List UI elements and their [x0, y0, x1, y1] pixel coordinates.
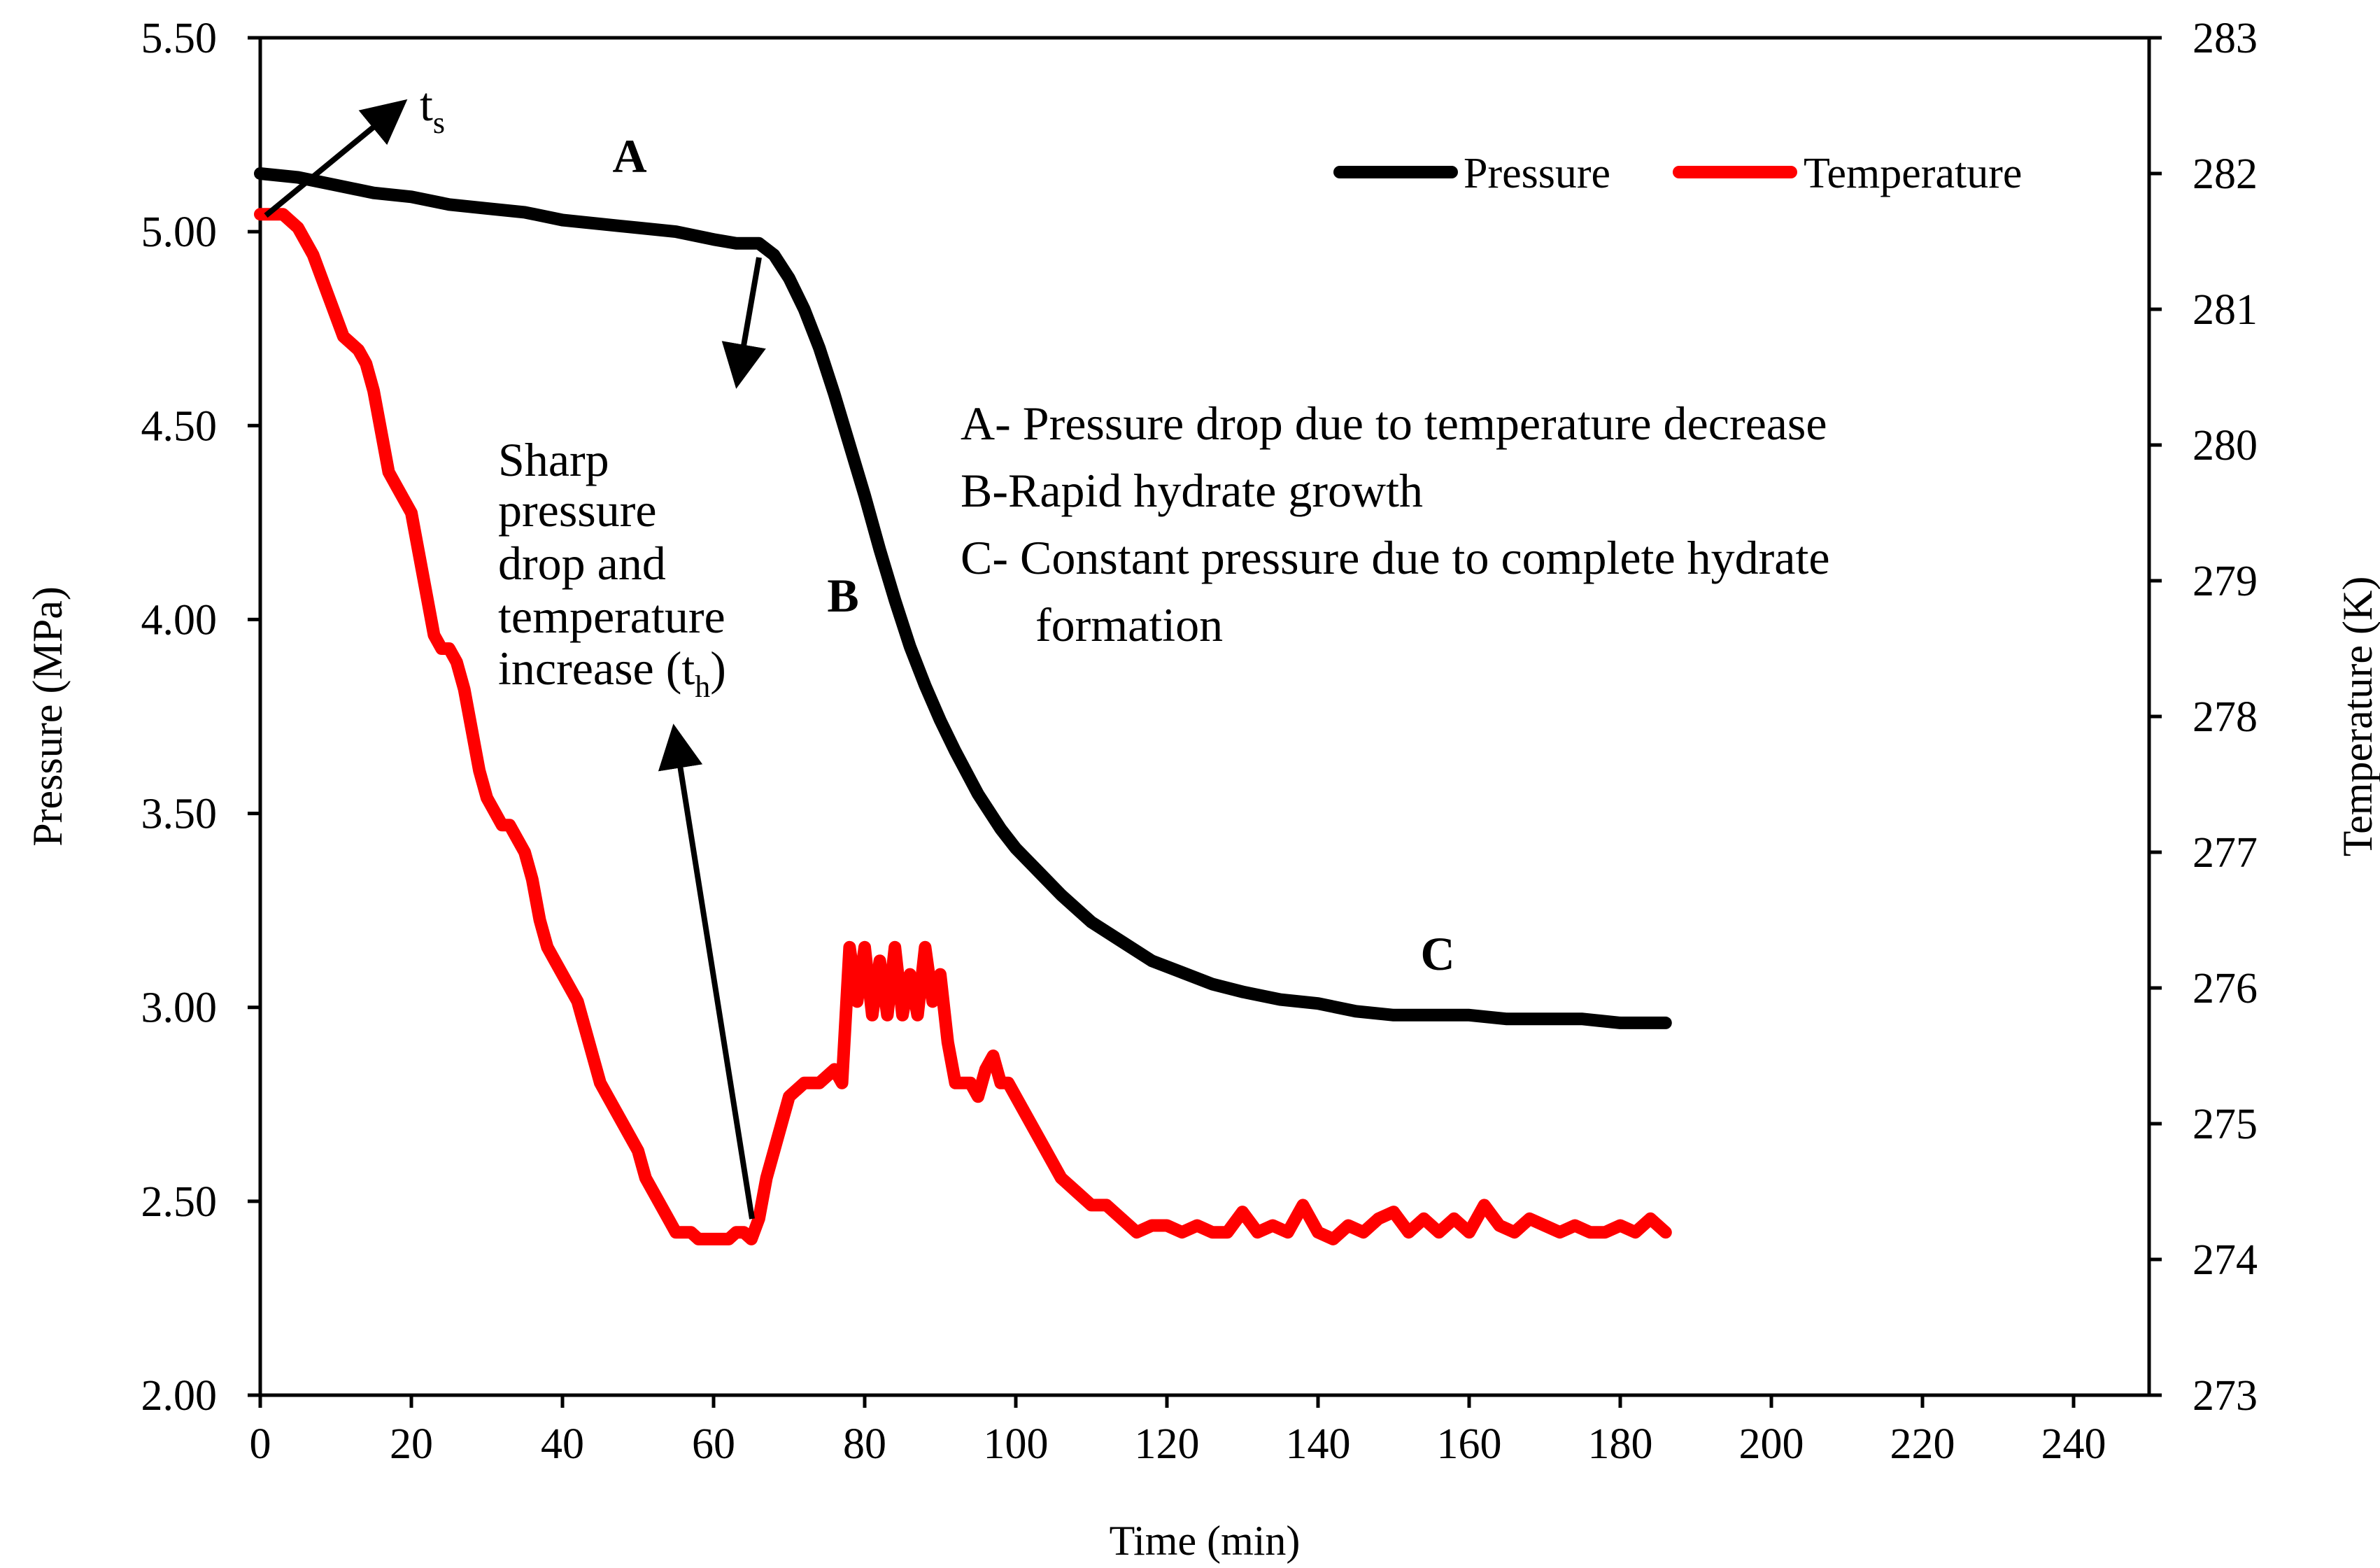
series-line-temperature	[254, 208, 1672, 1245]
y-tick-label-4.00: 4.00	[141, 596, 218, 644]
region-label-a: A	[612, 129, 646, 183]
y2-tick-label-283: 283	[2193, 15, 2258, 62]
annotation-th-line-5: increase (th)	[498, 642, 726, 704]
y2-tick-label-278: 278	[2193, 693, 2258, 741]
x-tick-label-120: 120	[1135, 1420, 1200, 1468]
plot-area-frame	[258, 36, 2151, 1397]
y2-tick-label-282: 282	[2193, 150, 2258, 198]
x-tick-label-40: 40	[541, 1420, 584, 1468]
annotation-ts: ts	[420, 78, 445, 140]
note-a: A- Pressure drop due to temperature decr…	[961, 397, 1827, 450]
legend-label-pressure: Pressure	[1464, 150, 1610, 197]
arrow-th	[658, 723, 755, 1220]
series-line-pressure	[254, 167, 1672, 1029]
x-tick-label-140: 140	[1286, 1420, 1351, 1468]
y-tick-label-2.50: 2.50	[141, 1178, 218, 1226]
y2-axis-ticks: 273 274 275 276 277 278 279 280 281 282 283	[2149, 15, 2258, 1420]
y2-axis-title: Temperature (K)	[2335, 577, 2380, 857]
x-axis-title: Time (min)	[1110, 1518, 1301, 1564]
y-axis-title: Pressure (MPa)	[24, 586, 71, 847]
y2-tick-label-275: 275	[2193, 1101, 2258, 1148]
y-tick-label-3.00: 3.00	[141, 984, 218, 1032]
y-axis-ticks: 2.00 2.50 3.00 3.50 4.00 4.50 5.00 5.50	[141, 15, 260, 1420]
annotation-th-line-3: drop and	[498, 537, 666, 590]
y2-tick-label-273: 273	[2193, 1372, 2258, 1420]
y2-tick-label-281: 281	[2193, 286, 2258, 334]
x-tick-label-200: 200	[1739, 1420, 1804, 1468]
arrow-ts	[264, 99, 408, 218]
y-tick-label-2.00: 2.00	[141, 1372, 218, 1420]
note-c: C- Constant pressure due to complete hyd…	[961, 531, 1830, 584]
x-axis-ticks: 0 20 40 60 80 100 120 140 160 180 200 220 240	[250, 1395, 2106, 1468]
region-label-b: B	[827, 569, 858, 622]
annotation-th-line-4: temperature	[498, 590, 725, 643]
legend: Pressure Temperature	[1333, 150, 2022, 197]
legend-label-temperature: Temperature	[1804, 150, 2022, 197]
x-tick-label-220: 220	[1890, 1420, 1955, 1468]
note-b: B-Rapid hydrate growth	[961, 464, 1423, 517]
y2-tick-label-277: 277	[2193, 829, 2258, 877]
y-tick-label-5.00: 5.00	[141, 209, 218, 256]
arrow-pressure-drop	[721, 257, 766, 389]
y-tick-label-4.50: 4.50	[141, 402, 218, 450]
annotation-th: Sharp pressure drop and temperature incr…	[498, 433, 726, 704]
region-label-c: C	[1420, 927, 1454, 980]
x-tick-label-20: 20	[390, 1420, 433, 1468]
y-tick-label-5.50: 5.50	[141, 15, 218, 62]
x-tick-label-80: 80	[843, 1420, 886, 1468]
x-tick-label-60: 60	[692, 1420, 735, 1468]
y2-tick-label-280: 280	[2193, 422, 2258, 469]
y2-tick-label-279: 279	[2193, 558, 2258, 605]
x-tick-label-160: 160	[1437, 1420, 1502, 1468]
x-tick-label-180: 180	[1588, 1420, 1653, 1468]
x-tick-label-100: 100	[984, 1420, 1049, 1468]
y2-tick-label-274: 274	[2193, 1236, 2258, 1284]
annotation-th-line-1: Sharp	[498, 433, 609, 486]
annotation-th-line-2: pressure	[498, 483, 657, 537]
y-tick-label-3.50: 3.50	[141, 791, 218, 838]
note-c-cont: formation	[1035, 598, 1223, 651]
notes: A- Pressure drop due to temperature decr…	[961, 397, 1830, 651]
x-tick-label-0: 0	[250, 1420, 271, 1468]
y2-tick-label-276: 276	[2193, 965, 2258, 1012]
x-tick-label-240: 240	[2041, 1420, 2106, 1468]
